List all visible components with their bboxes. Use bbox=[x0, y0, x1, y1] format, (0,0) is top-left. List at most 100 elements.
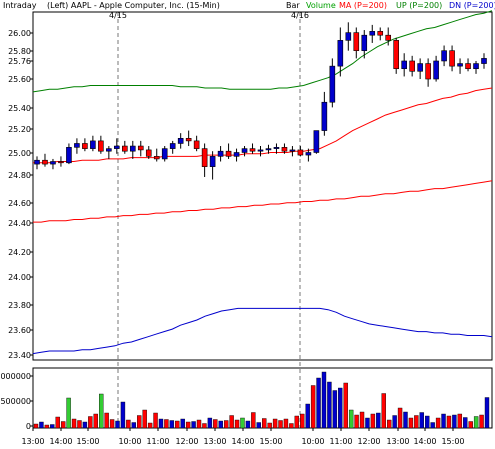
candle-body bbox=[82, 143, 88, 149]
volume-bar bbox=[60, 421, 66, 429]
volume-bar bbox=[234, 419, 240, 429]
volume-bar bbox=[245, 420, 251, 429]
ma-line bbox=[33, 87, 493, 164]
candle-body bbox=[185, 138, 192, 142]
volume-bar bbox=[207, 417, 213, 429]
y-tick-label: 25.76 bbox=[8, 57, 31, 66]
volume-bar bbox=[256, 422, 261, 429]
candle-body bbox=[377, 31, 384, 36]
volume-bar bbox=[104, 412, 109, 429]
volume-bar bbox=[408, 417, 414, 429]
candle-body bbox=[169, 143, 176, 149]
candle-body bbox=[50, 161, 56, 165]
volume-bar bbox=[484, 397, 490, 429]
down-band-line-red bbox=[33, 180, 493, 223]
y-tick-label: 25.40 bbox=[8, 104, 31, 113]
candle-body bbox=[74, 143, 80, 148]
volume-bar bbox=[300, 413, 305, 429]
volume-bar bbox=[289, 423, 294, 429]
legend-up: UP (P=200) bbox=[396, 1, 443, 10]
volume-bar bbox=[370, 413, 376, 429]
volume-y-tick-label: 500000 bbox=[0, 397, 31, 406]
volume-bar bbox=[88, 416, 93, 429]
x-tick-label: 10:00 bbox=[301, 437, 324, 446]
volume-bar bbox=[321, 371, 327, 429]
x-tick-label: 12:00 bbox=[357, 437, 380, 446]
volume-bar bbox=[348, 409, 354, 429]
candle-body bbox=[305, 152, 312, 156]
candle-body bbox=[329, 65, 336, 103]
candle-body bbox=[177, 138, 184, 144]
candle-body bbox=[66, 147, 72, 164]
x-tick-label: 13:00 bbox=[21, 437, 44, 446]
x-tick-label: 14:00 bbox=[231, 437, 254, 446]
volume-bar bbox=[147, 422, 153, 429]
volume-bar bbox=[463, 417, 468, 429]
volume-bar bbox=[218, 420, 223, 429]
candle-body bbox=[98, 140, 104, 152]
candle-body bbox=[114, 145, 120, 149]
volume-bar bbox=[71, 418, 77, 429]
volume-bar bbox=[452, 414, 457, 429]
legend-bar: Bar bbox=[286, 1, 300, 10]
volume-bar bbox=[137, 415, 142, 429]
x-tick-label: 13:00 bbox=[203, 437, 226, 446]
volume-bar bbox=[142, 409, 147, 429]
y-tick-label: 25.00 bbox=[8, 149, 31, 158]
volume-bar bbox=[332, 390, 338, 429]
volume-bar bbox=[272, 418, 278, 429]
volume-bar bbox=[262, 418, 267, 429]
y-tick-label: 24.60 bbox=[8, 199, 31, 208]
x-tick-label: 14:00 bbox=[413, 437, 436, 446]
candle-body bbox=[401, 60, 407, 70]
candle-body bbox=[209, 156, 216, 167]
candle-body bbox=[161, 148, 168, 160]
volume-bar bbox=[229, 415, 234, 429]
volume-bar bbox=[403, 411, 408, 429]
volume-bar bbox=[419, 412, 424, 429]
volume-bar bbox=[343, 382, 348, 429]
volume-bar bbox=[310, 385, 316, 429]
volume-bar bbox=[392, 415, 397, 429]
volume-bar bbox=[240, 417, 245, 429]
x-tick-label: 11:00 bbox=[146, 437, 169, 446]
volume-bar bbox=[473, 416, 479, 429]
y-tick-label: 24.40 bbox=[8, 219, 31, 228]
candle-body bbox=[345, 32, 352, 41]
candle-body bbox=[257, 149, 264, 152]
candle-body bbox=[289, 149, 296, 152]
y-tick-label: 24.20 bbox=[8, 248, 31, 257]
volume-bar bbox=[158, 418, 164, 429]
volume-bar bbox=[316, 377, 321, 429]
candle-body bbox=[265, 148, 272, 151]
candle-body bbox=[233, 152, 240, 157]
volume-bar bbox=[354, 414, 359, 429]
up-band-line bbox=[32, 10, 493, 93]
volume-bar bbox=[381, 393, 386, 429]
candle-body bbox=[153, 156, 160, 160]
candle-body bbox=[321, 101, 328, 131]
candle-body bbox=[425, 63, 431, 80]
chart-interval-label: Intraday bbox=[3, 1, 37, 10]
candle-body bbox=[34, 159, 40, 165]
volume-bar bbox=[338, 387, 343, 429]
y-tick-label: 26.00 bbox=[8, 29, 31, 38]
volume-bar bbox=[435, 417, 441, 429]
volume-bar bbox=[99, 393, 104, 429]
volume-bar bbox=[93, 413, 98, 429]
volume-bar bbox=[66, 397, 71, 429]
volume-bar bbox=[430, 422, 435, 429]
volume-bar bbox=[82, 421, 88, 429]
candle-body bbox=[385, 34, 392, 41]
volume-bar bbox=[202, 423, 207, 429]
volume-bar bbox=[180, 418, 185, 429]
volume-bar bbox=[365, 417, 370, 429]
legend-dn: DN (P=200) bbox=[449, 1, 495, 10]
volume-bar bbox=[267, 422, 272, 429]
legend-ma: MA (P=200) bbox=[339, 1, 387, 10]
x-tick-label: 13:00 bbox=[386, 437, 409, 446]
volume-bar bbox=[376, 412, 381, 429]
x-tick-label: 15:00 bbox=[76, 437, 99, 446]
volume-bar bbox=[115, 420, 120, 429]
volume-bar bbox=[441, 413, 446, 429]
